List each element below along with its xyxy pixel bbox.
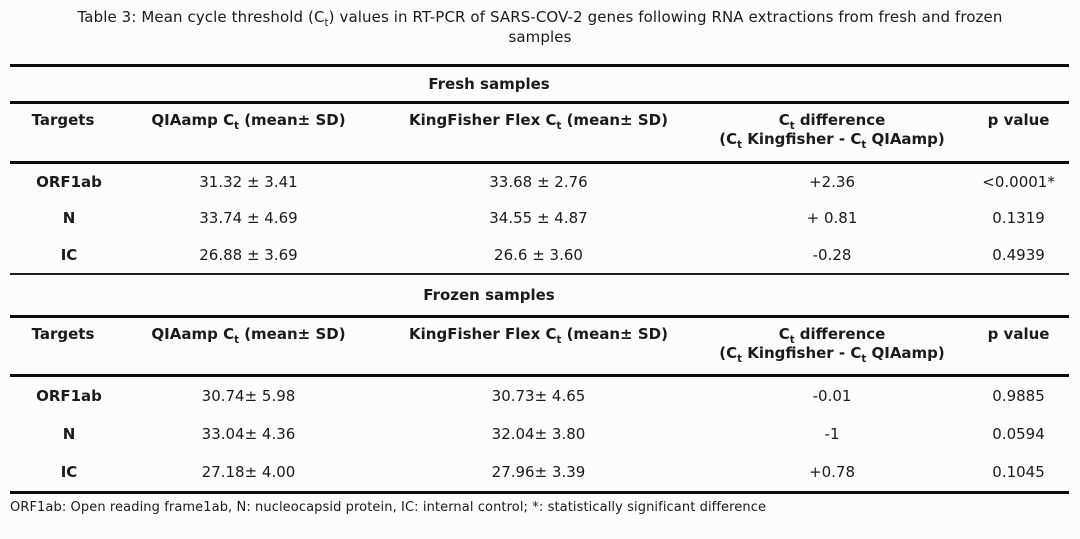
table-caption-line2: samples [508,28,572,46]
column-header-kingfisher-ct: KingFisher Flex Ct (mean± SD) [381,102,696,164]
ct-difference-line1: Ct difference [778,111,886,132]
cell-ct-difference: -0.28 [812,245,852,264]
cell-p-value: 0.1045 [992,463,1045,482]
cell-p-value: <0.0001* [982,172,1055,191]
cell-target: ORF1ab [36,386,102,405]
cell-kingfisher-ct: 33.68 ± 2.76 [489,172,588,191]
column-header-targets: Targets [10,316,116,377]
column-header-p-value: p value [968,316,1070,377]
cell-ct-difference: -0.01 [812,386,852,405]
cell-kingfisher-ct: 32.04± 3.80 [491,425,586,443]
table-caption: Table 3: Mean cycle threshold (Ct) value… [0,0,1080,47]
cell-target: N [62,209,76,227]
cell-ct-difference: +0.78 [809,463,855,482]
cell-ct-difference: +2.36 [809,172,855,191]
column-header-ct-difference: Ct difference (Ct Kingfisher - Ct QIAamp… [696,316,969,377]
cell-target: N [62,425,76,443]
cell-qiaamp-ct: 30.74± 5.98 [201,386,296,405]
ct-difference-line1: Ct difference [778,325,886,346]
table-row-fresh-n: N 33.74 ± 4.69 34.55 ± 4.87 + 0.81 0.131… [10,200,1069,237]
cell-qiaamp-ct: 31.32 ± 3.41 [199,172,298,191]
table-footnote: ORF1ab: Open reading frame1ab, N: nucleo… [10,500,767,515]
table-row-fresh-orf1ab: ORF1ab 31.32 ± 3.41 33.68 ± 2.76 +2.36 <… [10,163,1069,200]
frozen-section-row: Frozen samples [10,274,1070,318]
fresh-section-empty-cell [968,65,1070,104]
column-header-ct-difference: Ct difference (Ct Kingfisher - Ct QIAamp… [696,102,969,164]
table-container: Fresh samples Targets QIAamp Ct (mean± S… [10,64,1070,494]
frozen-section-empty-cell [968,274,1070,318]
frozen-section-title: Frozen samples [10,274,969,318]
ct-difference-line2: (Ct Kingfisher - Ct QIAamp) [719,130,945,151]
fresh-header-row: Targets QIAamp Ct (mean± SD) KingFisher … [10,102,1070,164]
table-row-frozen-n: N 33.04± 4.36 32.04± 3.80 -1 0.0594 [10,415,1069,454]
column-header-qiaamp-ct: QIAamp Ct (mean± SD) [116,316,381,377]
column-header-p-value: p value [968,102,1070,164]
table-caption-line1: Table 3: Mean cycle threshold (Ct) value… [77,8,1003,29]
table-row-frozen-orf1ab: ORF1ab 30.74± 5.98 30.73± 4.65 -0.01 0.9… [10,376,1069,415]
cell-kingfisher-ct: 27.96± 3.39 [491,463,586,482]
column-header-kingfisher-ct: KingFisher Flex Ct (mean± SD) [381,316,696,377]
frozen-samples-table: Frozen samples Targets QIAamp Ct (mean± … [10,274,1070,494]
cell-kingfisher-ct: 30.73± 4.65 [491,386,586,405]
fresh-section-title: Fresh samples [10,65,969,104]
cell-ct-difference: + 0.81 [806,209,858,227]
fresh-section-row: Fresh samples [10,65,1070,104]
table-row-fresh-ic: IC 26.88 ± 3.69 26.6 ± 3.60 -0.28 0.4939 [10,237,1069,274]
cell-p-value: 0.9885 [992,386,1045,405]
cell-kingfisher-ct: 26.6 ± 3.60 [494,245,583,264]
cell-target: IC [60,463,78,482]
cell-target: ORF1ab [36,172,102,191]
cell-kingfisher-ct: 34.55 ± 4.87 [489,209,588,227]
cell-qiaamp-ct: 27.18± 4.00 [201,463,296,482]
cell-target: IC [60,245,78,264]
column-header-qiaamp-ct: QIAamp Ct (mean± SD) [116,102,381,164]
cell-p-value: 0.1319 [992,209,1045,227]
cell-p-value: 0.0594 [992,425,1045,443]
column-header-targets: Targets [10,102,116,164]
frozen-header-row: Targets QIAamp Ct (mean± SD) KingFisher … [10,316,1070,377]
table-row-frozen-ic: IC 27.18± 4.00 27.96± 3.39 +0.78 0.1045 [10,454,1069,493]
ct-difference-line2: (Ct Kingfisher - Ct QIAamp) [719,344,945,365]
cell-qiaamp-ct: 26.88 ± 3.69 [199,245,298,264]
cell-p-value: 0.4939 [992,245,1045,264]
cell-qiaamp-ct: 33.74 ± 4.69 [199,209,298,227]
cell-qiaamp-ct: 33.04± 4.36 [201,425,296,443]
fresh-samples-table: Fresh samples Targets QIAamp Ct (mean± S… [10,64,1070,275]
cell-ct-difference: -1 [824,425,840,443]
